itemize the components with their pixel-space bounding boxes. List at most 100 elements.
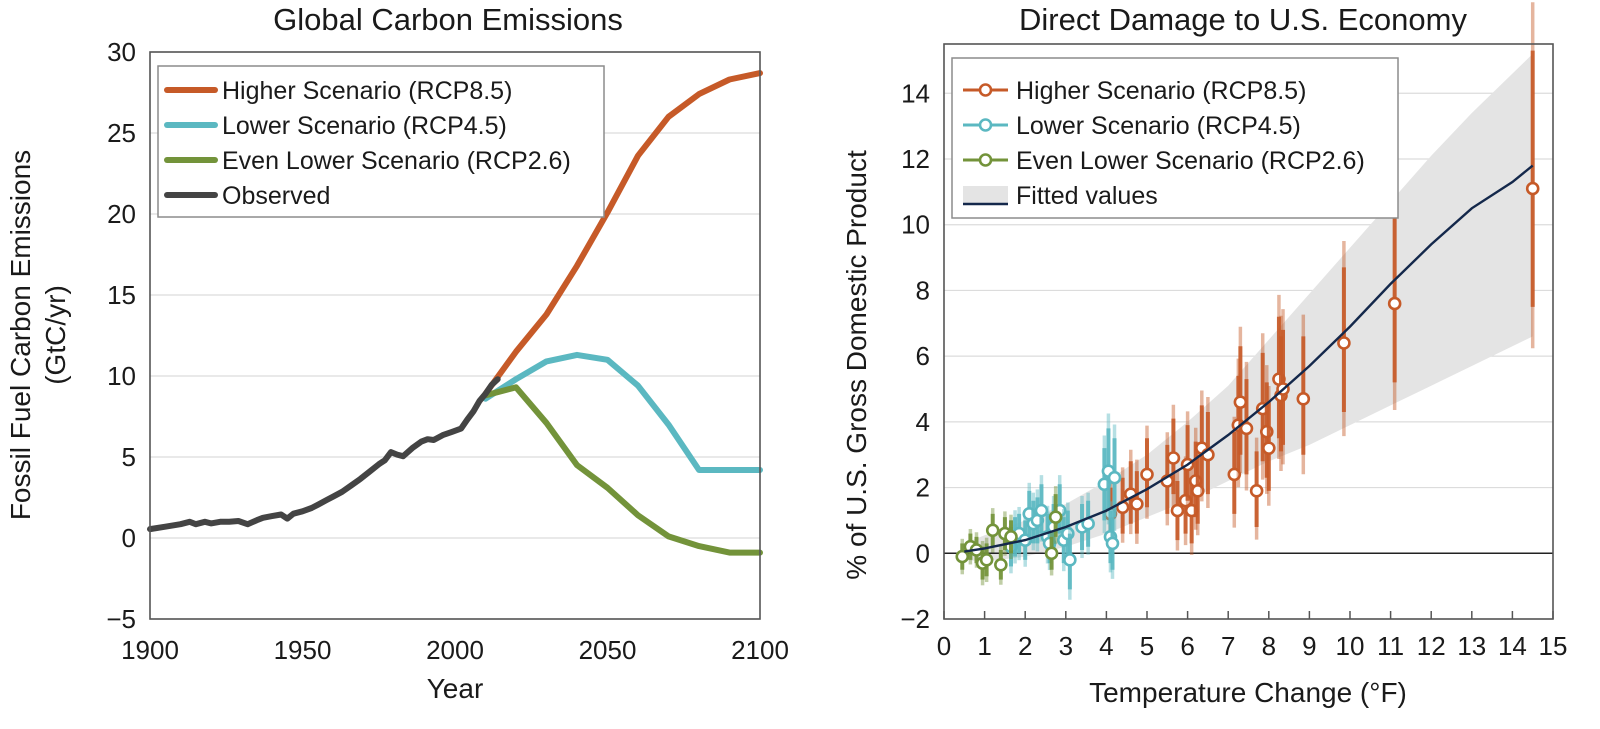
damage-y-tick: 2 (916, 473, 930, 503)
emissions-legend-label: Higher Scenario (RCP8.5) (222, 77, 512, 105)
emissions-chart: Global Carbon Emissions −5 0 5 10 15 20 25 30 1… (5, 2, 789, 704)
emissions-legend-label: Even Lower Scenario (RCP2.6) (222, 147, 571, 175)
damage-y-axis-label: % of U.S. Gross Domestic Product (841, 150, 872, 580)
damage-chart: Direct Damage to U.S. Economy −202468101… (841, 2, 1567, 708)
damage-y-tick: 4 (916, 407, 930, 437)
emissions-x-tick: 1900 (121, 635, 179, 665)
emissions-series-line-1 (482, 351, 763, 473)
damage-legend-swatch-marker (978, 83, 993, 97)
damage-point-2 (994, 557, 1008, 572)
emissions-legend: Higher Scenario (RCP8.5) Lower Scenario (… (157, 65, 605, 218)
emissions-y-axis-units: (GtC/yr) (40, 285, 71, 385)
emissions-series-line-2 (482, 384, 763, 556)
emissions-y-tick: −5 (106, 604, 136, 634)
damage-scatter-points (955, 2, 1540, 600)
damage-point-2 (1048, 510, 1063, 524)
emissions-y-tick-labels: −5 0 5 10 15 20 25 30 (106, 37, 136, 634)
damage-legend: Higher Scenario (RCP8.5) Lower Scenario (… (951, 57, 1399, 219)
damage-y-tick: 10 (901, 210, 930, 240)
damage-x-tick: 0 (937, 631, 951, 661)
damage-y-tick: 6 (916, 341, 930, 371)
damage-point-2 (979, 553, 994, 567)
emissions-series-lines (147, 70, 763, 556)
damage-fit-confidence-band (964, 53, 1533, 562)
emissions-y-tick: 15 (107, 280, 136, 310)
damage-fitted-curve (964, 164, 1534, 553)
damage-point-0 (1262, 441, 1276, 455)
emissions-series-line-3 (147, 376, 501, 533)
damage-legend-box (951, 57, 1399, 219)
damage-point-2 (985, 523, 1000, 538)
damage-x-tick: 15 (1539, 631, 1568, 661)
damage-legend-label: Lower Scenario (RCP4.5) (1016, 112, 1301, 140)
emissions-y-axis-label: Fossil Fuel Carbon Emissions (5, 150, 36, 520)
damage-x-tick: 2 (1018, 631, 1032, 661)
damage-legend-label: Even Lower Scenario (RCP2.6) (1016, 147, 1365, 175)
emissions-x-tick: 2100 (731, 635, 789, 665)
emissions-x-tick: 2000 (426, 635, 484, 665)
damage-point-0 (1170, 503, 1185, 518)
damage-x-tick: 6 (1180, 631, 1194, 661)
damage-x-tick: 4 (1099, 631, 1113, 661)
damage-point-0 (1239, 421, 1254, 436)
damage-point-2 (955, 549, 970, 564)
damage-point-2 (1044, 546, 1059, 561)
damage-point-0 (1140, 467, 1154, 482)
damage-y-tick: 8 (916, 275, 930, 305)
damage-x-tick: 1 (977, 631, 991, 661)
damage-x-tick: 7 (1221, 631, 1235, 661)
emissions-series-line-0 (482, 70, 763, 397)
damage-x-tick: 12 (1417, 631, 1446, 661)
damage-point-0 (1233, 395, 1248, 409)
damage-x-tick: 11 (1377, 631, 1404, 661)
emissions-chart-title: Global Carbon Emissions (273, 2, 623, 37)
emissions-legend-label: Observed (222, 182, 330, 210)
damage-y-tick: 12 (901, 144, 930, 174)
damage-x-tick: 10 (1336, 631, 1365, 661)
damage-y-tick-labels: −2 0 2 4 6 8 10 12 14 (900, 78, 930, 634)
damage-point-2 (1004, 530, 1018, 544)
damage-x-tick: 8 (1262, 631, 1276, 661)
emissions-legend-label: Lower Scenario (RCP4.5) (222, 112, 507, 140)
damage-chart-title: Direct Damage to U.S. Economy (1019, 2, 1467, 37)
damage-legend-label: Higher Scenario (RCP8.5) (1016, 77, 1306, 105)
emissions-y-tick: 5 (122, 442, 136, 472)
damage-point-0 (1337, 336, 1351, 350)
damage-point-0 (1525, 181, 1540, 196)
damage-y-tick: 14 (901, 78, 930, 108)
damage-x-axis-label: Temperature Change (°F) (1089, 677, 1407, 708)
emissions-y-tick: 30 (107, 37, 136, 67)
damage-x-tick-labels: 0 1 2 3 4 5 6 7 8 9 10 11 12 13 14 15 (937, 611, 1568, 661)
damage-legend-band-swatch (963, 186, 1008, 204)
emissions-y-tick: 20 (107, 199, 136, 229)
damage-x-tick: 9 (1302, 631, 1316, 661)
damage-point-1 (1034, 503, 1049, 518)
damage-point-0 (1190, 484, 1205, 498)
emissions-y-tick: 0 (122, 523, 136, 553)
damage-point-1 (1105, 536, 1120, 551)
damage-fitted-line (964, 164, 1534, 553)
damage-legend-swatch-marker (978, 118, 993, 132)
damage-point-1 (1107, 470, 1122, 485)
emissions-x-tick: 2050 (579, 635, 637, 665)
damage-band-area (964, 53, 1533, 562)
damage-plot-frame (943, 43, 1554, 620)
emissions-x-axis-label: Year (427, 673, 484, 704)
damage-x-tick: 5 (1140, 631, 1154, 661)
damage-point-0 (1166, 451, 1181, 465)
damage-point-0 (1227, 467, 1242, 482)
damage-point-0 (1130, 497, 1144, 511)
damage-legend-label: Fitted values (1016, 182, 1158, 210)
damage-legend-swatch-marker (978, 153, 993, 167)
emissions-y-tick: 25 (107, 118, 136, 148)
damage-y-tick: 0 (916, 538, 930, 568)
damage-point-0 (1249, 484, 1264, 498)
emissions-x-tick: 1950 (274, 635, 332, 665)
damage-point-1 (1063, 553, 1077, 567)
emissions-legend-box (157, 65, 605, 218)
damage-x-tick: 3 (1059, 631, 1073, 661)
emissions-x-tick-labels: 1900 1950 2000 2050 2100 (121, 635, 789, 665)
damage-point-0 (1296, 392, 1311, 406)
damage-x-tick: 14 (1498, 631, 1527, 661)
